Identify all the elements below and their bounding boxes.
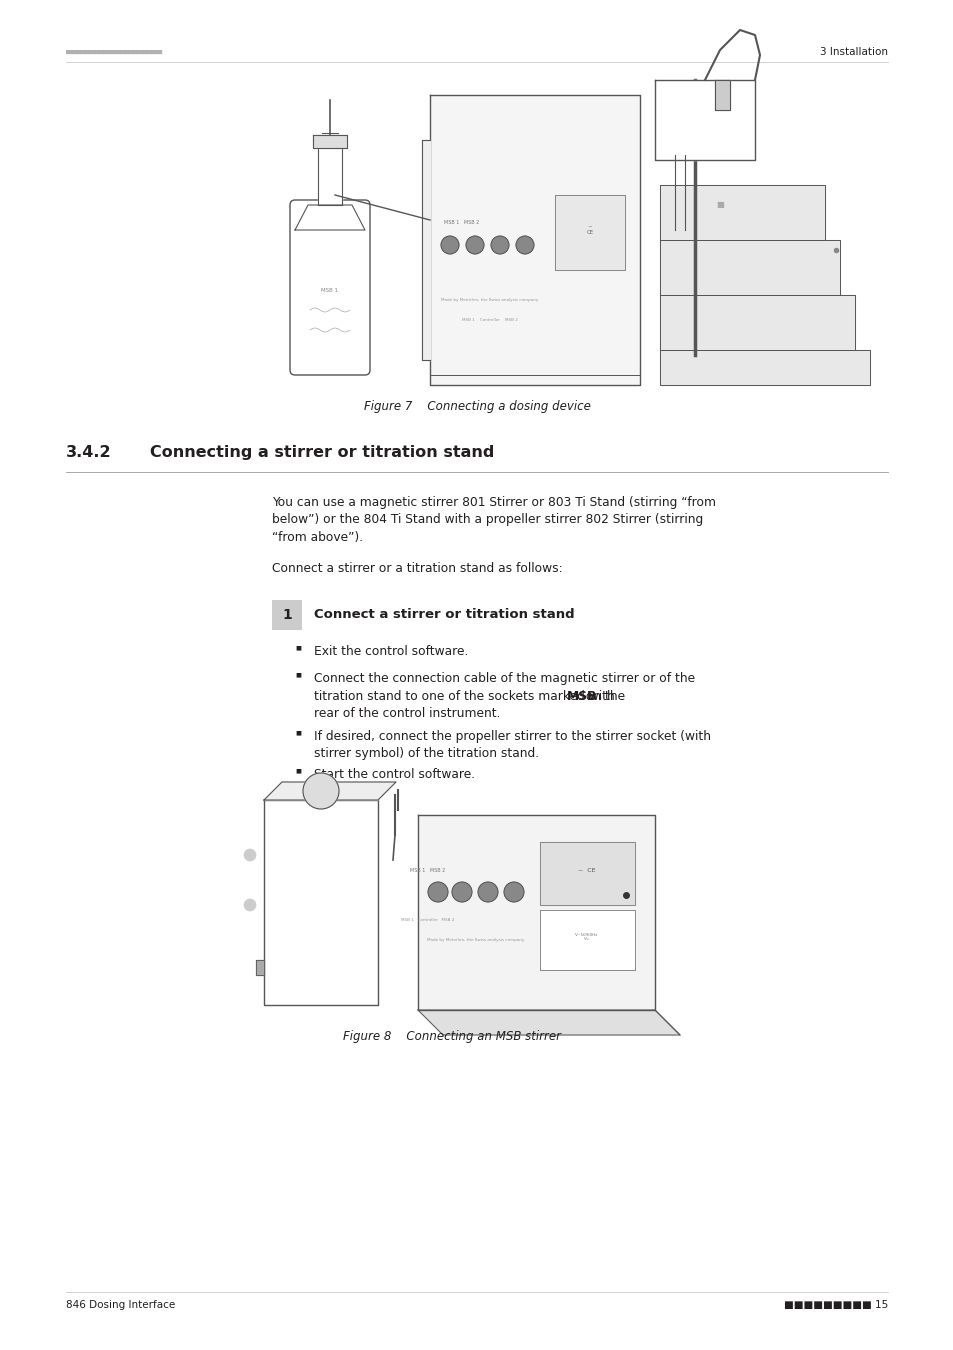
Polygon shape xyxy=(417,815,655,1010)
Polygon shape xyxy=(659,240,840,296)
Text: ■: ■ xyxy=(294,672,300,676)
Polygon shape xyxy=(264,782,395,801)
Text: MSB 1   MSB 2: MSB 1 MSB 2 xyxy=(444,220,479,224)
Text: V~50/60Hz
V=: V~50/60Hz V= xyxy=(575,933,598,941)
Polygon shape xyxy=(294,205,365,230)
Text: ~  CE: ~ CE xyxy=(578,868,595,872)
Circle shape xyxy=(491,236,509,254)
Text: “from above”).: “from above”). xyxy=(272,531,363,544)
Text: on the: on the xyxy=(581,690,625,702)
Polygon shape xyxy=(430,95,639,385)
FancyBboxPatch shape xyxy=(290,200,370,375)
Text: MSB: MSB xyxy=(566,690,597,702)
Polygon shape xyxy=(659,296,854,350)
Polygon shape xyxy=(555,194,624,270)
Polygon shape xyxy=(539,842,635,904)
Text: Connect a stirrer or titration stand: Connect a stirrer or titration stand xyxy=(314,609,574,621)
Text: MSB 1    Controller    MSB 2: MSB 1 Controller MSB 2 xyxy=(461,319,517,323)
Polygon shape xyxy=(264,801,377,1004)
Text: Exit the control software.: Exit the control software. xyxy=(314,645,468,657)
Text: Start the control software.: Start the control software. xyxy=(314,768,475,782)
Text: ■: ■ xyxy=(294,768,300,774)
Text: ■: ■ xyxy=(294,730,300,734)
Polygon shape xyxy=(313,135,347,148)
Text: Figure 7    Connecting a dosing device: Figure 7 Connecting a dosing device xyxy=(363,400,590,413)
Text: If desired, connect the propeller stirrer to the stirrer socket (with: If desired, connect the propeller stirre… xyxy=(314,730,710,742)
Circle shape xyxy=(237,842,262,867)
Text: MSB 1: MSB 1 xyxy=(321,288,338,293)
Text: ■: ■ xyxy=(716,201,723,209)
Text: Connect the connection cable of the magnetic stirrer or of the: Connect the connection cable of the magn… xyxy=(314,672,695,684)
Circle shape xyxy=(244,899,255,911)
Polygon shape xyxy=(659,350,869,385)
Text: ■: ■ xyxy=(294,645,300,649)
Polygon shape xyxy=(655,80,754,161)
Circle shape xyxy=(244,849,255,861)
Text: MSB 1   Controller   MSB 2: MSB 1 Controller MSB 2 xyxy=(401,918,455,922)
Circle shape xyxy=(452,882,472,902)
Polygon shape xyxy=(714,80,729,109)
Text: 1: 1 xyxy=(282,608,292,622)
Circle shape xyxy=(503,882,523,902)
Text: rear of the control instrument.: rear of the control instrument. xyxy=(314,707,500,720)
Text: below”) or the 804 Ti Stand with a propeller stirrer 802 Stirrer (stirring: below”) or the 804 Ti Stand with a prope… xyxy=(272,513,702,526)
Circle shape xyxy=(477,882,497,902)
Text: You can use a magnetic stirrer 801 Stirrer or 803 Ti Stand (stirring “from: You can use a magnetic stirrer 801 Stirr… xyxy=(272,495,716,509)
Circle shape xyxy=(237,892,262,917)
Circle shape xyxy=(516,236,534,254)
Text: Made by Metrohm, the Swiss analysis company: Made by Metrohm, the Swiss analysis comp… xyxy=(441,298,538,302)
Circle shape xyxy=(465,236,483,254)
Text: 3 Installation: 3 Installation xyxy=(820,47,887,57)
Text: ~
CE: ~ CE xyxy=(586,224,593,235)
Text: titration stand to one of the sockets marked with: titration stand to one of the sockets ma… xyxy=(314,690,618,702)
Text: MSB 1   MSB 2: MSB 1 MSB 2 xyxy=(410,868,445,872)
FancyBboxPatch shape xyxy=(272,599,302,630)
Text: ■■■■■■■■■■■■■■■■■■■■■■: ■■■■■■■■■■■■■■■■■■■■■■ xyxy=(66,49,162,55)
Text: Figure 8    Connecting an MSB stirrer: Figure 8 Connecting an MSB stirrer xyxy=(343,1030,560,1044)
Polygon shape xyxy=(317,144,341,205)
Text: stirrer symbol) of the titration stand.: stirrer symbol) of the titration stand. xyxy=(314,748,538,760)
Text: Made by Metrohm, the Swiss analysis company: Made by Metrohm, the Swiss analysis comp… xyxy=(427,938,524,942)
Polygon shape xyxy=(539,910,635,971)
Circle shape xyxy=(303,774,338,809)
Text: Connect a stirrer or a titration stand as follows:: Connect a stirrer or a titration stand a… xyxy=(272,562,562,575)
Text: ■■■■■■■■■ 15: ■■■■■■■■■ 15 xyxy=(783,1300,887,1310)
Polygon shape xyxy=(417,1010,679,1035)
Polygon shape xyxy=(421,140,430,360)
Text: 3.4.2: 3.4.2 xyxy=(66,446,112,460)
Polygon shape xyxy=(659,185,824,240)
Polygon shape xyxy=(255,960,264,975)
Circle shape xyxy=(428,882,448,902)
Circle shape xyxy=(440,236,458,254)
Text: 846 Dosing Interface: 846 Dosing Interface xyxy=(66,1300,175,1310)
Text: Connecting a stirrer or titration stand: Connecting a stirrer or titration stand xyxy=(150,446,494,460)
